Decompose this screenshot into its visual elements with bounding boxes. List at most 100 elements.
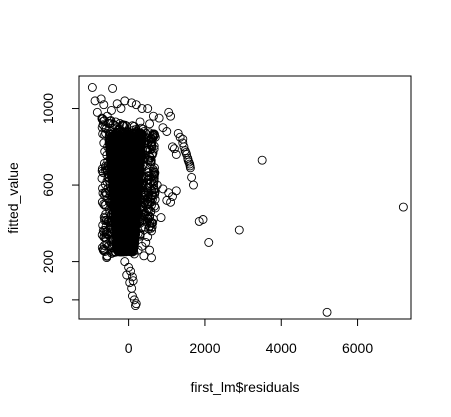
data-point: [185, 163, 195, 173]
data-point: [141, 208, 150, 218]
data-point: [107, 241, 117, 251]
data-point: [120, 257, 130, 267]
y-tick-label: 0: [40, 296, 56, 304]
data-point: [125, 217, 135, 227]
data-point: [166, 111, 176, 121]
data-point: [119, 241, 128, 251]
data-point: [116, 199, 126, 209]
data-point: [146, 134, 156, 144]
data-point: [140, 187, 150, 197]
data-point: [98, 188, 108, 198]
data-point: [120, 209, 130, 219]
data-point: [98, 129, 108, 139]
data-point: [131, 100, 141, 110]
data-point: [101, 216, 111, 226]
data-point: [101, 233, 110, 243]
data-point: [130, 174, 140, 184]
data-point: [156, 213, 166, 223]
data-point: [101, 161, 111, 171]
data-point: [87, 83, 97, 92]
data-point: [116, 104, 126, 113]
data-point: [139, 251, 149, 261]
data-point: [133, 198, 143, 208]
data-point: [171, 149, 181, 159]
data-point: [147, 253, 156, 263]
data-point: [100, 191, 110, 201]
data-point: [106, 105, 116, 115]
data-point: [134, 153, 144, 163]
data-point: [189, 180, 198, 190]
data-point: [112, 190, 122, 200]
data-point: [138, 192, 148, 202]
data-point: [110, 216, 120, 226]
data-point: [143, 139, 153, 149]
data-point: [198, 215, 208, 224]
data-point: [168, 142, 177, 152]
data-point: [150, 163, 159, 173]
data-point: [136, 151, 146, 161]
data-point: [121, 188, 131, 198]
data-point: [127, 139, 136, 149]
data-point: [97, 113, 107, 123]
data-point: [116, 231, 126, 241]
y-tick-label: 600: [40, 173, 56, 197]
data-point: [106, 198, 116, 208]
data-point: [100, 247, 110, 256]
data-point: [108, 130, 118, 140]
y-axis-label: fitted_value: [5, 162, 21, 234]
data-point: [134, 159, 144, 169]
data-point: [131, 301, 140, 311]
data-point: [144, 168, 154, 178]
data-point: [127, 98, 137, 108]
data-point: [112, 223, 121, 233]
data-point: [108, 180, 118, 190]
data-point: [118, 141, 128, 151]
x-tick-label: 4000: [266, 340, 297, 356]
data-point: [99, 246, 109, 256]
data-point: [122, 270, 132, 280]
data-point: [120, 219, 130, 228]
data-point: [108, 239, 118, 249]
data-point: [105, 171, 114, 180]
data-point: [149, 141, 159, 151]
data-point: [257, 155, 267, 165]
data-point: [135, 117, 145, 127]
data-point: [106, 228, 115, 237]
data-point: [148, 111, 158, 121]
data-point: [97, 173, 107, 183]
data-point: [124, 235, 134, 245]
data-point: [146, 155, 156, 165]
data-point: [96, 94, 106, 104]
data-point: [101, 209, 111, 219]
data-point: [119, 120, 128, 130]
x-tick-label: 2000: [189, 340, 220, 356]
data-point: [118, 181, 128, 190]
data-point: [101, 200, 111, 210]
data-point: [110, 233, 120, 243]
data-point: [99, 100, 109, 110]
data-point: [143, 232, 153, 242]
data-point: [141, 146, 151, 156]
data-point: [114, 211, 124, 221]
data-point: [171, 186, 181, 196]
y-tick-label: 200: [40, 250, 56, 274]
data-point: [150, 132, 160, 142]
data-point: [204, 238, 214, 247]
data-point: [97, 164, 107, 174]
data-point: [169, 144, 179, 154]
data-point: [117, 224, 127, 234]
data-point: [92, 107, 102, 117]
data-point: [179, 142, 189, 152]
data-point: [137, 178, 147, 188]
y-axis: 0 200 600 1000: [40, 93, 80, 304]
data-point: [234, 225, 244, 235]
data-point: [143, 104, 153, 113]
data-point: [123, 130, 133, 140]
data-point: [101, 227, 111, 237]
data-point: [143, 211, 153, 221]
data-point: [137, 104, 147, 113]
data-point: [114, 188, 124, 198]
data-point: [398, 202, 408, 212]
data-point: [131, 130, 141, 140]
data-point: [162, 127, 172, 136]
